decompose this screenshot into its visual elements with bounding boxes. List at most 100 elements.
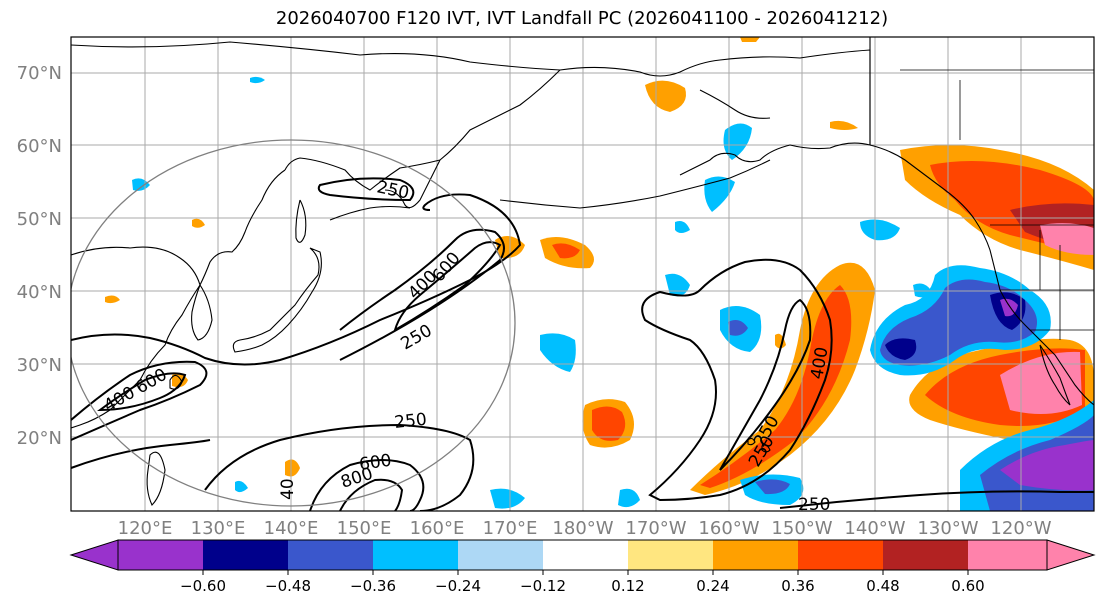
negative-area xyxy=(540,333,576,372)
coastline xyxy=(679,49,871,176)
positive-area xyxy=(105,295,120,304)
coastline xyxy=(761,444,771,453)
negative-area xyxy=(250,76,265,84)
ivt-contour xyxy=(96,372,187,412)
lon-tick-label: 150°E xyxy=(337,518,392,539)
lon-tick-label: 160°E xyxy=(410,518,465,539)
colorbar-segment xyxy=(713,540,798,570)
lon-tick-label: 170°W xyxy=(625,518,686,539)
lat-tick-label: 40°N xyxy=(17,282,62,303)
negative-area xyxy=(704,176,735,212)
coastline xyxy=(71,41,721,77)
negative-area xyxy=(755,479,790,495)
colorbar-tick-label: −0.48 xyxy=(265,577,311,595)
lon-tick-label: 130°E xyxy=(191,518,246,539)
colorbar-tick-label: 0.60 xyxy=(951,577,984,595)
negative-area xyxy=(913,283,932,298)
coastline xyxy=(1039,344,1071,406)
colorbar-tick-label: 0.36 xyxy=(781,577,814,595)
coastline xyxy=(329,205,411,221)
positive-area xyxy=(700,285,852,488)
coastline xyxy=(295,199,307,243)
coastlines xyxy=(71,37,1094,506)
coastline xyxy=(146,451,166,506)
lat-tick-label: 50°N xyxy=(17,209,62,230)
colorbar-segment xyxy=(883,540,968,570)
colorbar-tick-label: −0.60 xyxy=(180,577,226,595)
ivt-contour xyxy=(71,439,211,469)
coastline xyxy=(71,284,201,429)
map-frame xyxy=(70,36,1095,512)
positive-area xyxy=(552,243,580,259)
negative-area xyxy=(618,488,640,508)
negative-area xyxy=(885,338,917,360)
ivt-contour xyxy=(317,177,415,202)
lon-tick-label: 120°W xyxy=(990,518,1051,539)
negative-area xyxy=(1000,440,1094,491)
ivt-contour xyxy=(339,478,404,511)
negative-area xyxy=(860,219,900,241)
lon-tick-label: 150°W xyxy=(771,518,832,539)
negative-area xyxy=(235,480,248,493)
colorbar-segment xyxy=(203,540,288,570)
negative-area xyxy=(675,221,690,233)
lat-tick-label: 70°N xyxy=(17,63,62,84)
ivt-contour xyxy=(71,360,208,441)
colorbar-segment xyxy=(288,540,373,570)
contour-label: 40 xyxy=(278,478,298,500)
positive-area xyxy=(775,333,786,349)
positive-area xyxy=(592,406,626,441)
coastline xyxy=(71,246,201,286)
colorbar-tick-label: 0.24 xyxy=(696,577,729,595)
colorbar-frame xyxy=(117,539,1048,571)
colorbar-segment xyxy=(543,540,628,570)
colorbar-tick-label: −0.12 xyxy=(520,577,566,595)
ivt-contour xyxy=(393,241,502,333)
contour-label: 250 xyxy=(393,410,427,433)
ivt-contour xyxy=(779,490,1094,509)
ivt-contour xyxy=(719,298,812,471)
ivt-contour xyxy=(641,258,833,502)
positive-area xyxy=(830,120,858,130)
coastline xyxy=(499,159,771,209)
coastline xyxy=(747,437,756,446)
region-circle xyxy=(71,139,516,507)
contour-label: 600 xyxy=(358,451,393,475)
lon-tick-label: 170°E xyxy=(483,518,538,539)
coastline xyxy=(699,89,771,119)
positive-area xyxy=(285,459,300,477)
negative-area xyxy=(723,123,752,160)
lat-tick-label: 60°N xyxy=(17,136,62,157)
positive-area xyxy=(740,37,760,42)
colorbar-segment xyxy=(628,540,713,570)
colorbar-extend-high xyxy=(1046,539,1096,571)
lat-tick-label: 30°N xyxy=(17,355,62,376)
colorbar-segment xyxy=(373,540,458,570)
colorbar-extend-low xyxy=(69,539,119,571)
colorbar-segment xyxy=(798,540,883,570)
ivt-contour xyxy=(309,459,425,511)
positive-area xyxy=(192,218,205,228)
colorbar-tick-label: −0.24 xyxy=(435,577,481,595)
longitude-labels: 120°E 130°E 140°E 150°E 160°E 170°E 180°… xyxy=(118,518,1052,539)
coastline xyxy=(869,144,1094,406)
coastline xyxy=(284,69,561,191)
negative-area xyxy=(490,488,525,509)
colorbar-segment xyxy=(968,540,1047,570)
negative-area xyxy=(728,320,748,336)
coastline xyxy=(199,169,286,286)
lon-tick-label: 180°W xyxy=(552,518,613,539)
lon-tick-label: 120°E xyxy=(118,518,173,539)
lon-tick-label: 140°E xyxy=(264,518,319,539)
positive-area xyxy=(1040,223,1094,255)
lon-tick-label: 140°W xyxy=(844,518,905,539)
ivt-contour xyxy=(204,423,475,511)
colorbar-segment xyxy=(458,540,543,570)
colorbar-tick-label: 0.12 xyxy=(611,577,644,595)
colorbar: −0.60 −0.48 −0.36 −0.24 −0.12 0.12 0.24 … xyxy=(69,539,1096,595)
colorbar-tick-label: 0.48 xyxy=(866,577,899,595)
lat-tick-label: 20°N xyxy=(17,428,62,449)
contour-label: 250 xyxy=(798,495,830,515)
lon-tick-label: 130°W xyxy=(917,518,978,539)
